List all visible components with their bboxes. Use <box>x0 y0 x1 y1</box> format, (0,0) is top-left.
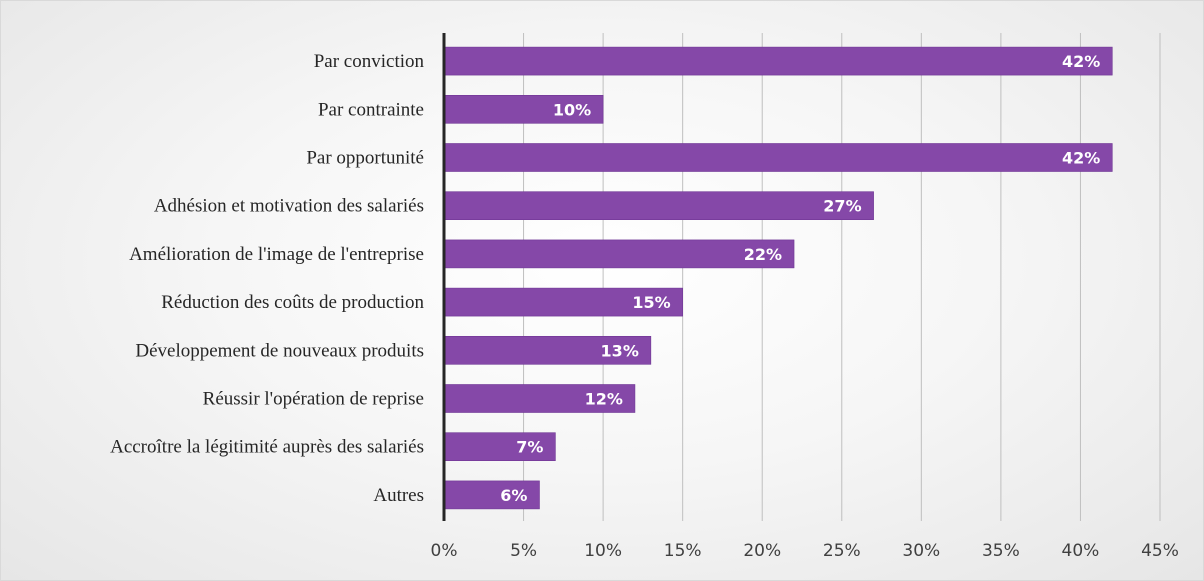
x-tick-label: 20% <box>743 541 781 561</box>
x-tick-label: 30% <box>902 541 940 561</box>
category-label: Par contrainte <box>318 99 424 120</box>
data-label: 42% <box>1062 52 1100 71</box>
bar <box>443 432 556 462</box>
bar <box>443 384 636 413</box>
data-label: 22% <box>744 245 782 264</box>
bar <box>443 287 683 317</box>
category-label: Réduction des coûts de production <box>161 292 424 313</box>
category-label: Par opportunité <box>306 148 424 169</box>
bar <box>443 191 874 220</box>
category-label: Amélioration de l'image de l'entreprise <box>129 244 424 265</box>
data-label: 7% <box>516 438 543 457</box>
bar <box>443 46 1113 76</box>
category-label: Accroître la légitimité auprès des salar… <box>110 437 424 458</box>
x-tick-label: 25% <box>823 541 861 561</box>
x-tick-label: 10% <box>584 541 622 561</box>
category-label: Adhésion et motivation des salariés <box>154 196 424 217</box>
data-label: 27% <box>823 197 861 216</box>
bar <box>443 143 1113 172</box>
x-tick-label: 45% <box>1141 541 1179 561</box>
x-tick-label: 5% <box>510 541 537 561</box>
data-label: 42% <box>1062 149 1100 168</box>
category-label: Développement de nouveaux produits <box>135 340 424 361</box>
x-tick-label: 40% <box>1062 541 1100 561</box>
data-label: 13% <box>601 341 639 360</box>
category-label: Par conviction <box>314 51 425 72</box>
bar <box>443 335 652 365</box>
data-label: 6% <box>500 486 527 505</box>
x-tick-label: 0% <box>431 541 458 561</box>
data-label: 15% <box>632 293 670 312</box>
x-tick-label: 15% <box>664 541 702 561</box>
bar <box>443 95 604 124</box>
data-label: 12% <box>585 390 623 409</box>
bar <box>443 239 795 269</box>
x-tick-label: 35% <box>982 541 1020 561</box>
data-label: 10% <box>553 100 591 119</box>
bar <box>443 480 540 510</box>
category-label: Autres <box>373 485 424 506</box>
category-label: Réussir l'opération de reprise <box>203 389 424 410</box>
